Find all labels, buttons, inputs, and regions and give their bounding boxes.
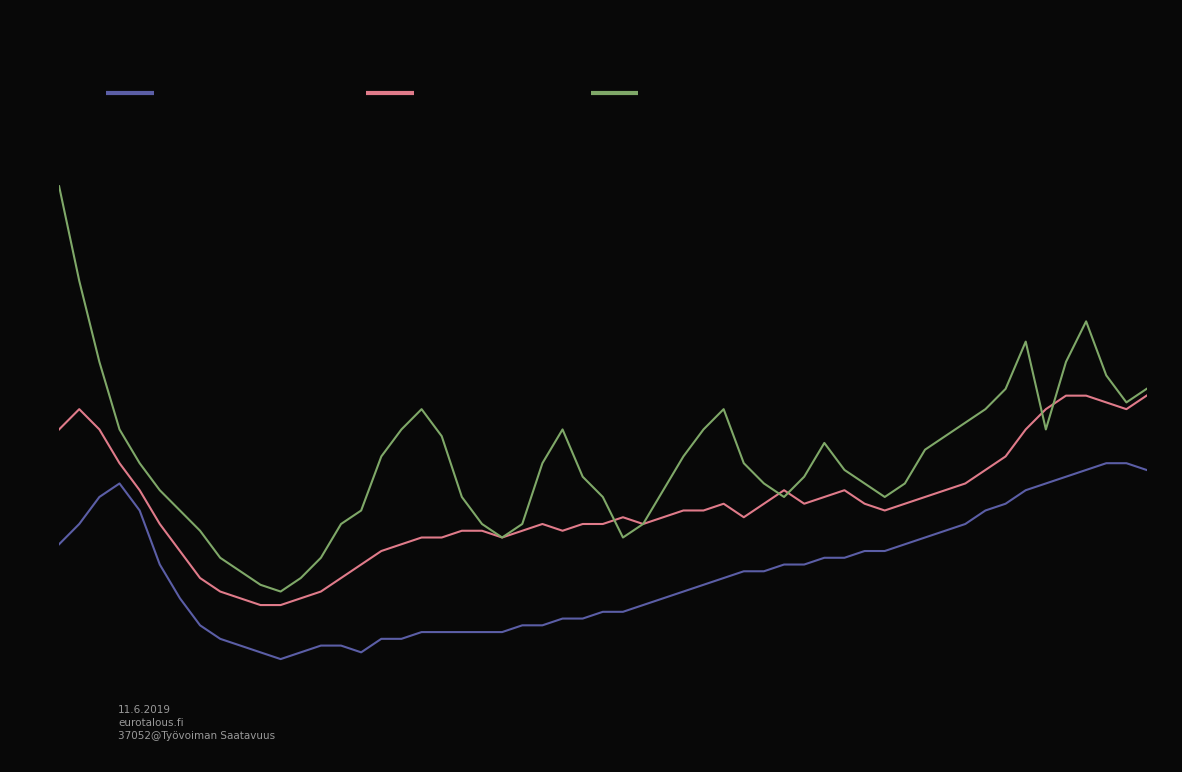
Text: 11.6.2019
eurotalous.fi
37052@Työvoiman Saatavuus: 11.6.2019 eurotalous.fi 37052@Työvoiman …: [118, 705, 275, 741]
